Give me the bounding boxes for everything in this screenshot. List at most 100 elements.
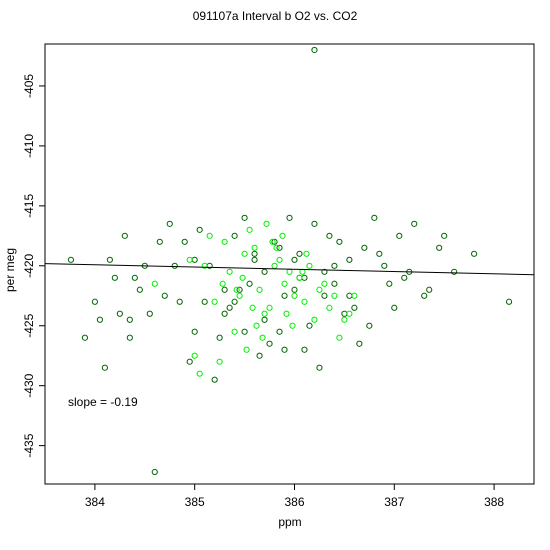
data-point — [331, 292, 338, 299]
data-point — [386, 280, 393, 287]
data-point — [269, 238, 276, 245]
data-point — [376, 250, 383, 257]
y-axis-label: per meg — [3, 248, 17, 292]
data-point — [256, 352, 263, 359]
data-point — [326, 232, 333, 239]
y-tick-label: -425 — [22, 313, 36, 337]
data-point — [266, 304, 273, 311]
data-point — [396, 232, 403, 239]
data-point — [176, 298, 183, 305]
x-axis-label: ppm — [278, 515, 301, 529]
data-point — [221, 238, 228, 245]
data-point — [171, 262, 178, 269]
x-axis: 384 385 386 387 388 — [85, 484, 504, 509]
data-point — [381, 262, 388, 269]
y-tick-label: -405 — [22, 74, 36, 98]
data-point — [356, 340, 363, 347]
y-tick-label: -435 — [22, 433, 36, 457]
data-point — [221, 286, 228, 293]
data-point — [226, 304, 233, 311]
x-tick-label: 386 — [284, 495, 304, 509]
data-point — [306, 262, 313, 269]
data-point — [181, 238, 188, 245]
data-point — [221, 310, 228, 317]
data-point — [411, 220, 418, 227]
data-point — [346, 256, 353, 263]
data-point — [341, 316, 348, 323]
data-point — [219, 280, 226, 287]
data-point — [301, 298, 308, 305]
x-tick-label: 388 — [484, 495, 504, 509]
data-point — [311, 220, 318, 227]
data-point — [81, 334, 89, 341]
data-point — [236, 286, 243, 293]
data-point — [243, 346, 250, 353]
data-point — [273, 244, 280, 251]
data-point — [276, 328, 283, 335]
data-points — [67, 46, 513, 476]
fit-line — [44, 263, 535, 276]
data-point — [336, 238, 343, 245]
data-point — [196, 226, 203, 233]
data-point — [283, 310, 290, 317]
data-point — [241, 328, 248, 335]
data-point — [351, 304, 358, 311]
data-point — [316, 364, 323, 371]
data-point — [401, 274, 408, 281]
data-point — [289, 322, 296, 329]
data-point — [91, 298, 99, 305]
data-point — [121, 232, 128, 239]
data-point — [351, 292, 358, 299]
data-point — [331, 280, 338, 287]
data-point — [286, 214, 293, 221]
data-point — [206, 232, 213, 239]
data-point — [196, 370, 203, 377]
data-point — [67, 256, 75, 263]
y-tick-label: -420 — [22, 253, 36, 277]
data-point — [111, 274, 118, 281]
data-point — [441, 232, 448, 239]
slope-annotation: slope = -0.19 — [68, 395, 138, 409]
data-point — [371, 214, 378, 221]
data-point — [241, 214, 248, 221]
data-point — [233, 286, 240, 293]
data-point — [281, 346, 288, 353]
y-tick-label: -410 — [22, 134, 36, 158]
data-point — [201, 262, 208, 269]
data-point — [261, 268, 268, 275]
data-point — [331, 262, 338, 269]
data-point — [146, 310, 153, 317]
data-point — [361, 244, 368, 251]
x-tick-label: 384 — [85, 495, 105, 509]
data-point — [131, 274, 138, 281]
data-point — [321, 292, 328, 299]
data-point — [151, 280, 158, 287]
data-point — [186, 358, 193, 365]
data-point — [226, 268, 233, 275]
data-point — [426, 286, 433, 293]
data-point — [191, 328, 198, 335]
data-point — [271, 238, 278, 245]
data-point — [281, 280, 288, 287]
data-point — [211, 298, 218, 305]
data-point — [326, 304, 333, 311]
data-point — [296, 274, 303, 281]
data-point — [291, 286, 298, 293]
data-point — [256, 286, 263, 293]
data-point — [261, 316, 268, 323]
x-tick-label: 385 — [185, 495, 205, 509]
data-point — [216, 358, 223, 365]
data-point — [249, 304, 256, 311]
data-point — [291, 292, 298, 299]
data-point — [311, 316, 318, 323]
data-point — [216, 334, 223, 341]
y-tick-label: -415 — [22, 194, 36, 218]
data-point — [231, 232, 238, 239]
data-point — [421, 292, 428, 299]
data-point — [136, 286, 143, 293]
data-point — [291, 256, 298, 263]
data-point — [186, 256, 193, 263]
data-point — [126, 316, 133, 323]
data-point — [316, 286, 323, 293]
data-point — [276, 256, 283, 263]
